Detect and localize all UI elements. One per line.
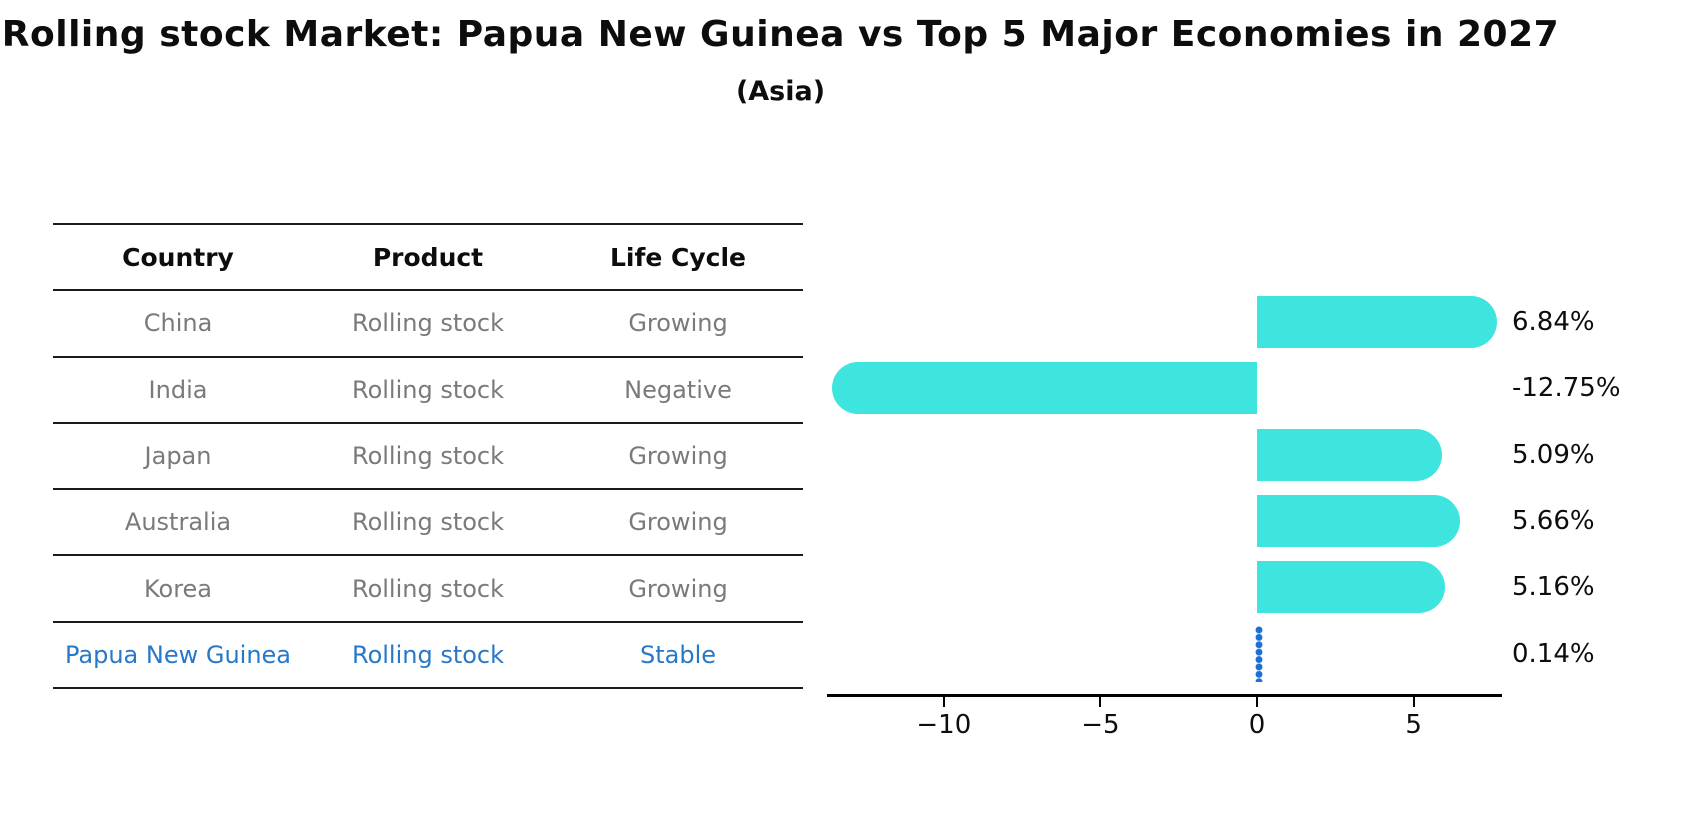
x-tick-label: 5: [1405, 710, 1422, 740]
cell-country: Japan: [144, 442, 212, 471]
cell-lifecycle: Negative: [624, 375, 732, 404]
x-tick-mark: [1256, 696, 1259, 707]
bar-india: [831, 362, 1258, 415]
col-header-lifecycle: Life Cycle: [609, 242, 747, 272]
table-row: Papua New Guinea Rolling stock Stable: [53, 620, 803, 687]
chart-title: Rolling stock Market: Papua New Guinea v…: [1, 14, 1560, 55]
bar-value-label: 0.14%: [1512, 638, 1595, 669]
bar-value-label: -12.75%: [1512, 373, 1621, 404]
cell-lifecycle: Growing: [628, 442, 728, 471]
table-row: Australia Rolling stock Growing: [53, 488, 803, 554]
bar-value-label: 5.16%: [1512, 572, 1595, 603]
cell-product: Rolling stock: [351, 640, 505, 669]
cell-country: Papua New Guinea: [64, 640, 292, 669]
table-row: Japan Rolling stock Growing: [53, 421, 803, 488]
cell-country: Korea: [143, 574, 213, 603]
cell-product: Rolling stock: [351, 442, 505, 471]
bar-value-label: 5.66%: [1512, 505, 1595, 536]
x-axis-line: [827, 693, 1502, 697]
bar-japan: [1257, 428, 1443, 481]
x-tick-label: 0: [1248, 710, 1266, 740]
table-row: China Rolling stock Growing: [53, 289, 803, 355]
table-header-row: Country Product Life Cycle: [53, 223, 803, 289]
cell-product: Rolling stock: [351, 508, 505, 537]
cell-lifecycle: Growing: [628, 508, 728, 537]
bar-value-label: 6.84%: [1512, 307, 1595, 337]
x-tick-label: −5: [1081, 710, 1120, 740]
col-header-country: Country: [122, 242, 234, 272]
cell-country: India: [148, 375, 208, 404]
cell-country: Australia: [124, 508, 232, 537]
x-tick-mark: [942, 696, 945, 707]
table-row: Korea Rolling stock Growing: [53, 554, 803, 620]
table-row: India Rolling stock Negative: [53, 355, 803, 422]
cell-lifecycle: Growing: [628, 309, 728, 338]
cell-product: Rolling stock: [351, 574, 505, 603]
chart-subtitle: (Asia): [735, 76, 826, 107]
bar-papua-new-guinea: [1254, 625, 1265, 682]
bar-value-label: 5.09%: [1512, 439, 1595, 470]
cell-country: China: [143, 309, 213, 338]
bar-korea: [1257, 561, 1445, 614]
cell-product: Rolling stock: [351, 375, 505, 404]
x-tick-label: −10: [916, 710, 972, 740]
cell-product: Rolling stock: [351, 309, 505, 338]
x-tick-mark: [1412, 696, 1415, 707]
bar-china: [1257, 296, 1498, 348]
bar-australia: [1257, 494, 1461, 547]
cell-lifecycle: Growing: [628, 574, 728, 603]
cell-lifecycle: Stable: [639, 640, 717, 669]
col-header-product: Product: [372, 242, 484, 272]
country-table: Country Product Life Cycle China Rolling sto…: [53, 223, 803, 690]
x-tick-mark: [1099, 696, 1102, 707]
